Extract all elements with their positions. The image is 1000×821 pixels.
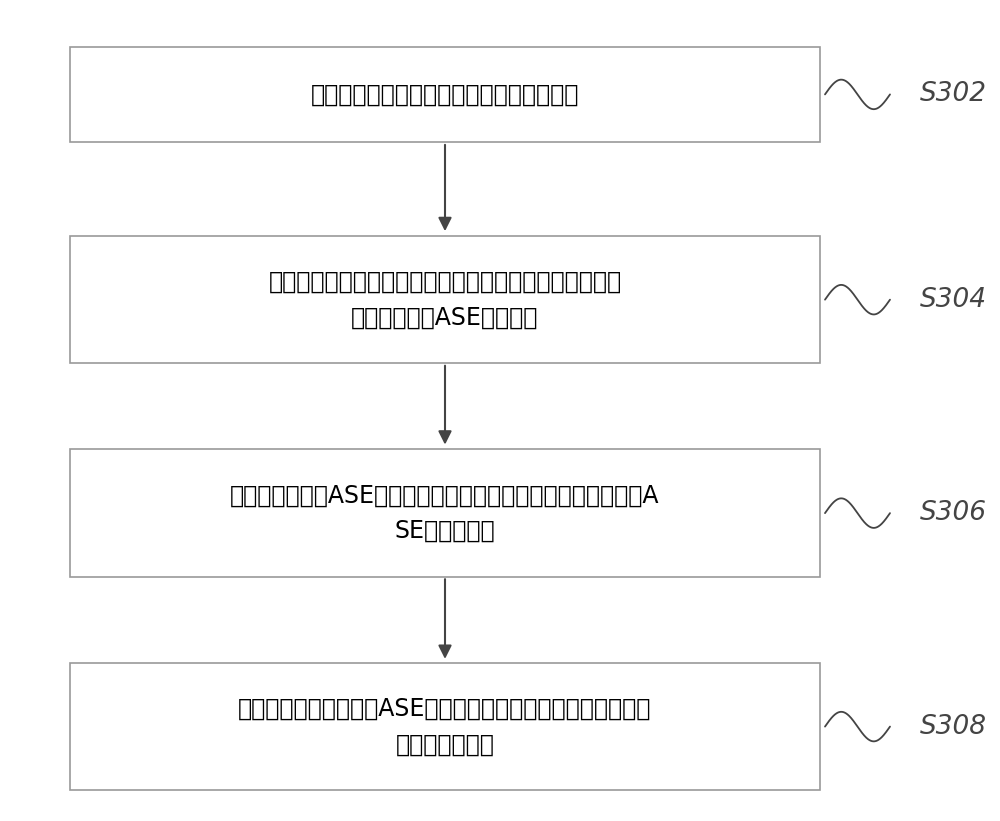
Text: 采集光纤放大器的输入光功率和输出光功率: 采集光纤放大器的输入光功率和输出光功率 [311, 82, 579, 107]
Text: S302: S302 [920, 81, 987, 108]
FancyBboxPatch shape [70, 236, 820, 363]
Text: S304: S304 [920, 287, 987, 313]
Text: 根据该输入光功率、该ASE补偿功率值和该目标增益计算并输出
标准输出光功率: 根据该输入光功率、该ASE补偿功率值和该目标增益计算并输出 标准输出光功率 [238, 697, 652, 756]
Text: 目标增益根据该ASE噪声功率和预设增益的对应关系确定对应的A
SE补偿功率值: 目标增益根据该ASE噪声功率和预设增益的对应关系确定对应的A SE补偿功率值 [230, 484, 660, 543]
Text: S306: S306 [920, 500, 987, 526]
Text: 测量该输出光功率并根据该输出光功率生成光纤放大器的
放大自发辐射ASE噪声功率: 测量该输出光功率并根据该输出光功率生成光纤放大器的 放大自发辐射ASE噪声功率 [268, 270, 622, 329]
Text: S308: S308 [920, 713, 987, 740]
FancyBboxPatch shape [70, 449, 820, 576]
FancyBboxPatch shape [70, 663, 820, 790]
FancyBboxPatch shape [70, 47, 820, 141]
